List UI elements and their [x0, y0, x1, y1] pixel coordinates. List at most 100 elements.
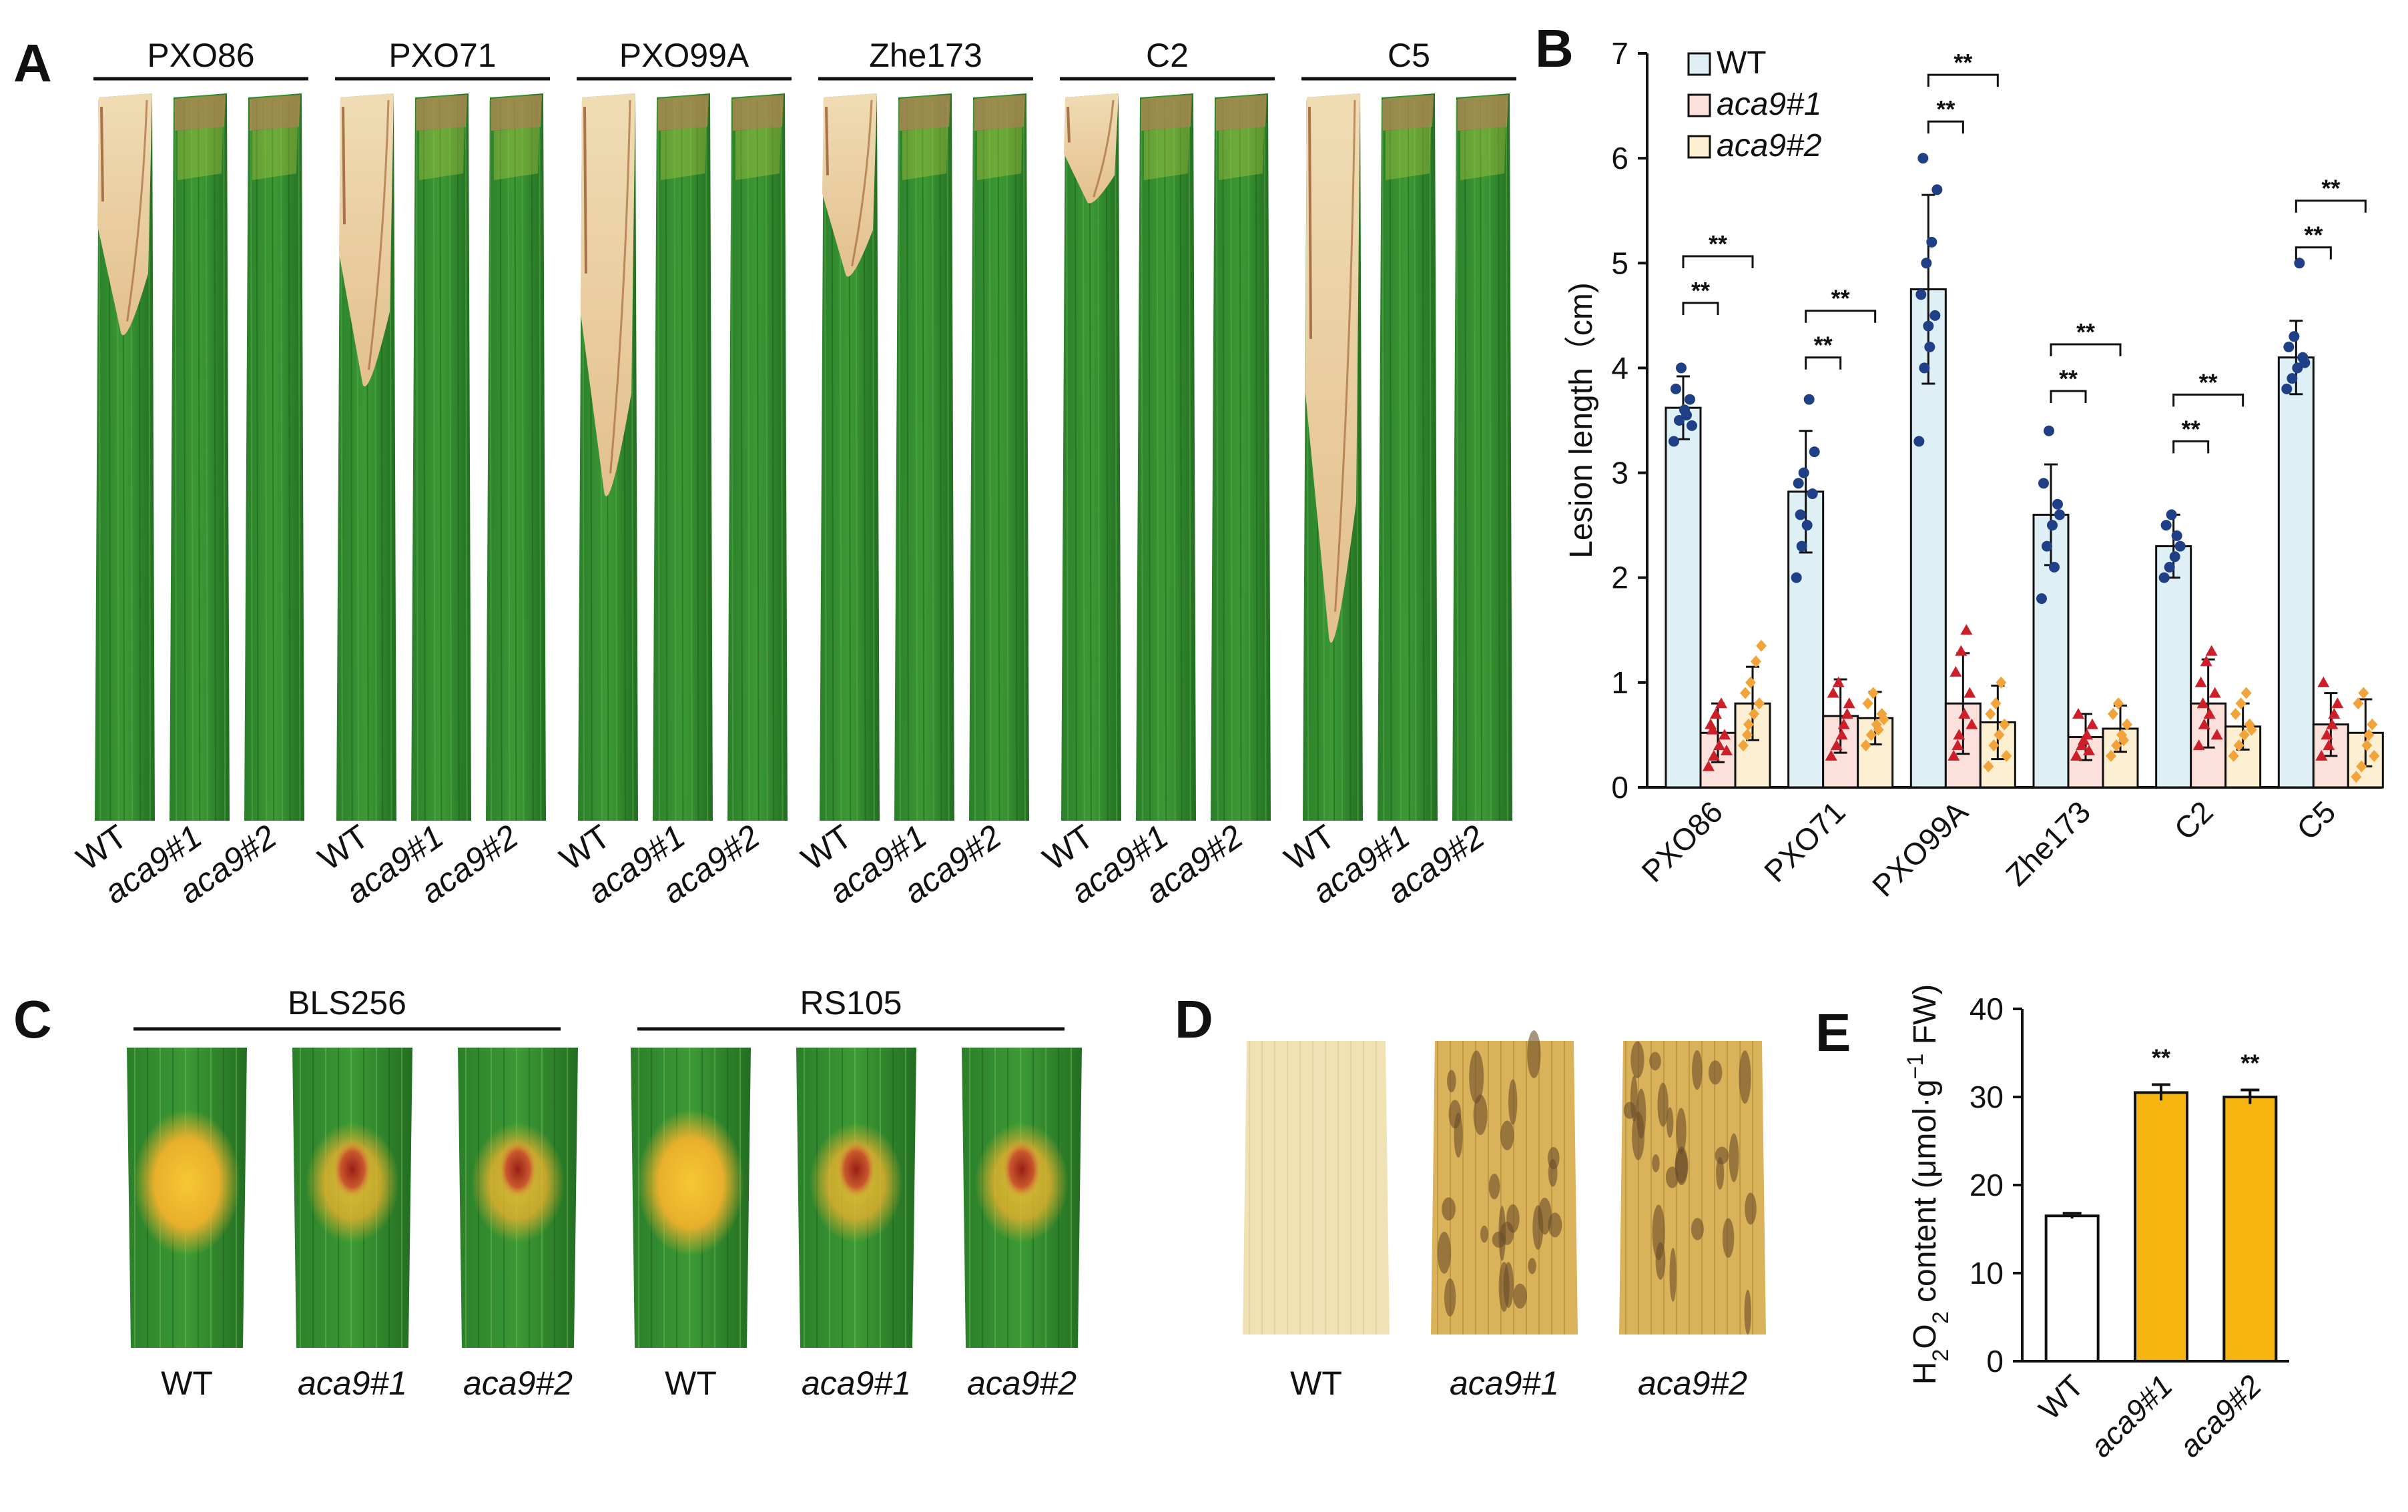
data-point-aca9-2 — [1754, 697, 1765, 710]
genotype-label: aca9#2 — [967, 1365, 1077, 1402]
leaf-WT — [631, 1048, 751, 1348]
leaf-vein — [1263, 99, 1267, 821]
data-point-aca9-2 — [2001, 749, 2012, 762]
dab-stain-spot — [1676, 1108, 1687, 1154]
dab-stain-spot — [1691, 1218, 1704, 1240]
data-point-wt — [2171, 530, 2182, 541]
data-point-aca9-1 — [2315, 749, 2328, 761]
leaf-tip-lesion — [1141, 95, 1192, 131]
data-point-aca9-1 — [2194, 676, 2207, 687]
lesion-edge — [851, 99, 873, 267]
leaf-yellowing — [494, 127, 539, 180]
dab-stain-spot — [1675, 1146, 1689, 1186]
dab-stain-spot — [1437, 1232, 1452, 1274]
leaf-vein — [183, 99, 186, 821]
data-point-wt — [1913, 436, 1925, 447]
data-point-wt — [2299, 357, 2311, 368]
data-point-aca9-2 — [2351, 771, 2362, 783]
data-point-aca9-2 — [2228, 749, 2239, 762]
data-point-wt — [1807, 488, 1818, 499]
data-point-aca9-1 — [2078, 734, 2090, 745]
leaf-vein — [250, 99, 253, 821]
dab-stain-spot — [1744, 1290, 1751, 1335]
leaf-vein — [906, 99, 909, 821]
leaf-aca9-1 — [653, 93, 713, 821]
data-point-aca9-1 — [1835, 729, 1848, 740]
data-point-aca9-1 — [1837, 718, 1850, 729]
sig-bracket — [2295, 200, 2367, 213]
data-point-wt — [2174, 540, 2186, 552]
leaf-tip-lesion — [974, 95, 1025, 131]
data-point-aca9-1 — [1832, 676, 1845, 687]
genotype-label: WT — [665, 1365, 717, 1402]
leaf-vein — [223, 99, 226, 821]
leaf-aca9-2 — [962, 1048, 1082, 1348]
x-tick-label: PXO71 — [1757, 794, 1852, 889]
data-point-wt — [2166, 509, 2177, 520]
data-point-wt — [1801, 520, 1813, 531]
data-point-wt — [1926, 236, 1937, 248]
data-point-wt — [2158, 572, 2170, 583]
leaf-vein — [1474, 99, 1477, 821]
data-point-aca9-2 — [1742, 729, 1753, 741]
dab-stain-spot — [1652, 1154, 1660, 1172]
leaf-vein — [214, 99, 217, 821]
leaf-vein — [681, 99, 684, 821]
data-point-wt — [1921, 258, 1932, 269]
data-point-aca9-2 — [2246, 723, 2257, 736]
leaf-blade — [1243, 1041, 1390, 1335]
leaf-WT — [127, 1048, 247, 1348]
y-tick-label: 4 — [1611, 350, 1628, 385]
leaf-vein — [696, 99, 699, 821]
data-point-aca9-2 — [1745, 676, 1756, 689]
leaf-blade — [1378, 93, 1438, 821]
leaf-vein — [1006, 99, 1009, 821]
strain-header-label: PXO99A — [619, 37, 749, 74]
data-point-aca9-2 — [1999, 718, 2010, 731]
data-point-aca9-2 — [1990, 697, 2002, 710]
leaf-vein — [1141, 99, 1144, 821]
y-tick-label: 0 — [1611, 770, 1628, 805]
data-point-aca9-2 — [1878, 713, 1889, 725]
data-point-aca9-2 — [1985, 708, 1996, 720]
leaf-vein — [1164, 99, 1167, 821]
leaf-WT — [820, 93, 880, 821]
leaf-vein — [514, 99, 517, 821]
sig-marker: ** — [1953, 49, 1972, 76]
y-axis-label: H2O2 content (μmol·g−1 FW) — [1903, 984, 1953, 1385]
leaf-vein — [731, 99, 734, 821]
data-point-wt — [1803, 394, 1815, 405]
y-tick-label: 7 — [1611, 36, 1628, 71]
leaf-yellowing — [902, 127, 948, 180]
dab-stain-spot — [1488, 1173, 1500, 1200]
data-point-aca9-2 — [1867, 687, 1879, 699]
lesion-edge — [1067, 106, 1071, 143]
data-point-aca9-1 — [1707, 723, 1719, 735]
data-point-wt — [2054, 509, 2065, 520]
sig-marker: ** — [2182, 415, 2200, 442]
data-point-aca9-2 — [1740, 687, 1751, 699]
leaf-tip-lesion — [416, 95, 467, 131]
leaf-vein — [288, 99, 291, 821]
data-point-aca9-2 — [2233, 739, 2244, 752]
data-point-wt — [2047, 520, 2058, 531]
leaf-aca9-2 — [1211, 93, 1271, 821]
leaf-vein — [422, 99, 426, 821]
data-point-aca9-2 — [2235, 697, 2246, 710]
leaf-WT — [1303, 93, 1363, 821]
leaf-WT — [578, 93, 638, 821]
data-point-aca9-1 — [1719, 729, 1731, 740]
lesion-edge — [126, 99, 148, 322]
leaf-vein — [1422, 99, 1425, 821]
leaf-yellowing — [178, 127, 223, 180]
leaf-vein — [1105, 99, 1109, 821]
leaf-yellowing — [661, 127, 706, 180]
dab-stain-spot — [1708, 1060, 1723, 1085]
genotype-label: aca9#1 — [1450, 1365, 1559, 1402]
data-point-wt — [1796, 540, 1807, 552]
leaf-tip-lesion — [175, 95, 226, 131]
data-point-aca9-1 — [1955, 645, 1968, 656]
leaf-WT — [95, 93, 155, 821]
lesion-edge — [825, 106, 829, 175]
panel-a-letter: A — [13, 33, 52, 93]
